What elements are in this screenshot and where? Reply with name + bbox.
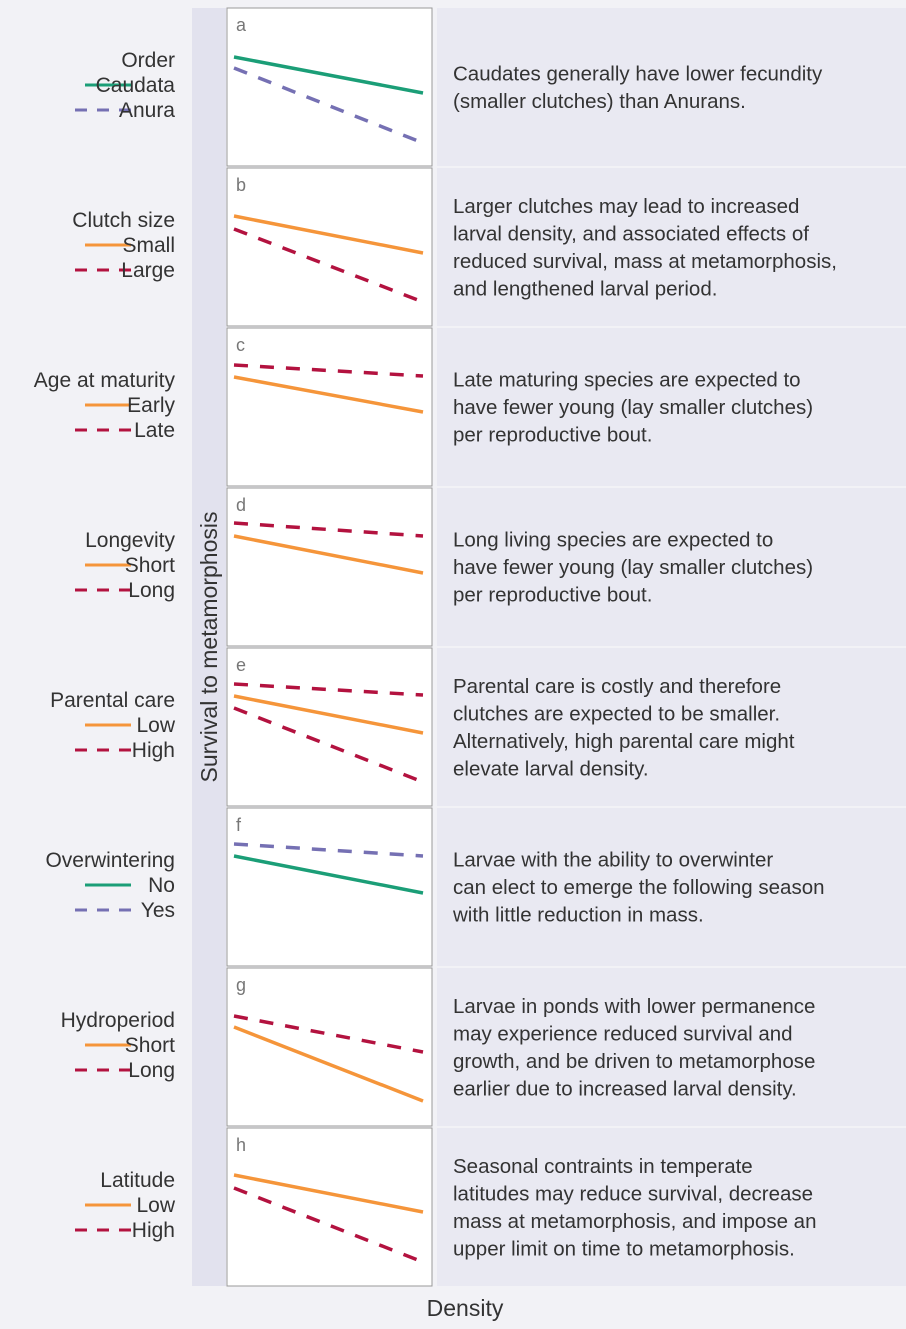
- factor-title: Age at maturity: [34, 369, 176, 392]
- trend-line: [233, 363, 424, 378]
- description-line: latitudes may reduce survival, decrease: [453, 1182, 813, 1205]
- legend-label: Low: [136, 1194, 175, 1217]
- description-line: larval density, and associated effects o…: [453, 222, 809, 245]
- y-axis-strip: [192, 8, 226, 1286]
- x-axis-label: Density: [427, 1295, 504, 1321]
- panel-letter: a: [236, 15, 247, 35]
- text-box: [437, 808, 906, 966]
- description-line: have fewer young (lay smaller clutches): [453, 556, 813, 579]
- legend-label: Caudata: [96, 74, 176, 97]
- description-line: (smaller clutches) than Anurans.: [453, 90, 746, 113]
- trend-line: [233, 66, 424, 145]
- trend-line: [233, 694, 424, 735]
- trend-line: [233, 842, 424, 858]
- trend-line: [233, 534, 424, 575]
- description-line: and lengthened larval period.: [453, 277, 717, 300]
- legend-label: Large: [121, 259, 175, 282]
- text-box: [437, 1128, 906, 1286]
- trend-line: [233, 1014, 424, 1054]
- trend-line: [233, 706, 424, 784]
- description-line: elevate larval density.: [453, 757, 649, 780]
- panel: [226, 7, 433, 167]
- text-box: [437, 328, 906, 486]
- factor-title: Latitude: [100, 1169, 175, 1192]
- panel: [226, 967, 433, 1127]
- description-line: may experience reduced survival and: [453, 1022, 793, 1045]
- text-box: [437, 8, 906, 166]
- legend-label: Long: [128, 1059, 175, 1082]
- factor-title: Order: [121, 49, 175, 72]
- panel-letter: h: [236, 1135, 246, 1155]
- description-line: earlier due to increased larval density.: [453, 1077, 797, 1100]
- description-line: Parental care is costly and therefore: [453, 675, 781, 698]
- trend-line: [233, 214, 424, 255]
- description-line: growth, and be driven to metamorphose: [453, 1050, 815, 1073]
- description-line: clutches are expected to be smaller.: [453, 702, 780, 725]
- factor-title: Parental care: [50, 689, 175, 712]
- factor-title: Overwintering: [45, 849, 175, 872]
- panel-letter: e: [236, 655, 246, 675]
- description-line: per reproductive bout.: [453, 584, 652, 607]
- description-line: Caudates generally have lower fecundity: [453, 62, 823, 85]
- trend-line: [233, 1173, 424, 1214]
- description-line: Alternatively, high parental care might: [453, 730, 795, 753]
- description-line: Larvae in ponds with lower permanence: [453, 995, 815, 1018]
- panel-letter: g: [236, 975, 246, 995]
- legend-label: High: [132, 1219, 175, 1242]
- description-line: Larger clutches may lead to increased: [453, 195, 799, 218]
- legend-label: Anura: [119, 99, 175, 122]
- description-line: per reproductive bout.: [453, 424, 652, 447]
- description-line: can elect to emerge the following season: [453, 876, 825, 899]
- description-line: upper limit on time to metamorphosis.: [453, 1237, 795, 1260]
- legend-label: Late: [134, 419, 175, 442]
- text-box: [437, 488, 906, 646]
- factor-title: Longevity: [85, 529, 175, 552]
- text-box: [437, 168, 906, 326]
- description-line: Seasonal contraints in temperate: [453, 1155, 753, 1178]
- description-line: mass at metamorphosis, and impose an: [453, 1210, 816, 1233]
- panel-letter: f: [236, 815, 242, 835]
- text-box: [437, 968, 906, 1126]
- description-line: Long living species are expected to: [453, 529, 773, 552]
- trend-line: [233, 854, 424, 895]
- legend-label: Early: [127, 394, 175, 417]
- trend-line: [233, 1186, 424, 1264]
- description-line: have fewer young (lay smaller clutches): [453, 396, 813, 419]
- text-box: [437, 648, 906, 806]
- panel-letter: c: [236, 335, 245, 355]
- legend-label: Short: [125, 554, 175, 577]
- trend-line: [233, 375, 424, 414]
- trend-line: [233, 1025, 424, 1103]
- y-axis-label: Survival to metamorphosis: [196, 512, 222, 783]
- trend-line: [233, 682, 424, 697]
- legend-label: High: [132, 739, 175, 762]
- legend-label: Long: [128, 579, 175, 602]
- trend-line: [233, 55, 424, 95]
- factor-title: Clutch size: [72, 209, 175, 232]
- description-line: with little reduction in mass.: [452, 904, 704, 927]
- description-line: Late maturing species are expected to: [453, 369, 801, 392]
- description-line: Larvae with the ability to overwinter: [453, 849, 773, 872]
- panel-letter: d: [236, 495, 246, 515]
- legend-label: No: [148, 874, 175, 897]
- panel-letter: b: [236, 175, 246, 195]
- legend-label: Small: [122, 234, 175, 257]
- factor-title: Hydroperiod: [61, 1009, 175, 1032]
- legend-label: Short: [125, 1034, 175, 1057]
- trend-line: [233, 227, 424, 304]
- trend-line: [233, 521, 424, 538]
- legend-label: Yes: [141, 899, 175, 922]
- description-line: reduced survival, mass at metamorphosis,: [453, 250, 837, 273]
- legend-label: Low: [136, 714, 175, 737]
